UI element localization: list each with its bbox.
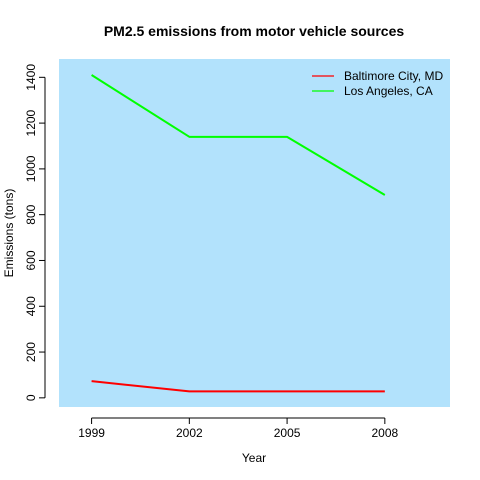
series-line-0: [91, 380, 385, 393]
y-axis-label: Emissions (tons): [2, 189, 16, 278]
y-tick-label: 600: [24, 250, 38, 270]
y-tick-label: 0: [24, 394, 38, 401]
x-tick-label: 1999: [78, 426, 105, 440]
legend-label: Baltimore City, MD: [344, 69, 443, 83]
y-tick-label: 400: [24, 296, 38, 316]
y-axis: 0 200 400 600 800 1000 1200 1400: [24, 64, 46, 401]
chart-title: PM2.5 emissions from motor vehicle sourc…: [104, 23, 405, 39]
plot-area: [59, 59, 450, 407]
y-tick-label: 1200: [24, 109, 38, 136]
series-layer: [91, 74, 386, 393]
series-line-1: [91, 74, 386, 196]
y-tick-label: 800: [24, 204, 38, 224]
y-tick-label: 200: [24, 342, 38, 362]
legend-label: Los Angeles, CA: [344, 84, 433, 98]
x-tick-label: 2008: [371, 426, 398, 440]
x-axis: 1999 2002 2005 2008: [78, 417, 399, 440]
y-tick-label: 1400: [24, 64, 38, 91]
x-axis-label: Year: [242, 451, 266, 465]
x-tick-label: 2002: [176, 426, 203, 440]
x-tick-label: 2005: [274, 426, 301, 440]
y-tick-label: 1000: [24, 155, 38, 182]
